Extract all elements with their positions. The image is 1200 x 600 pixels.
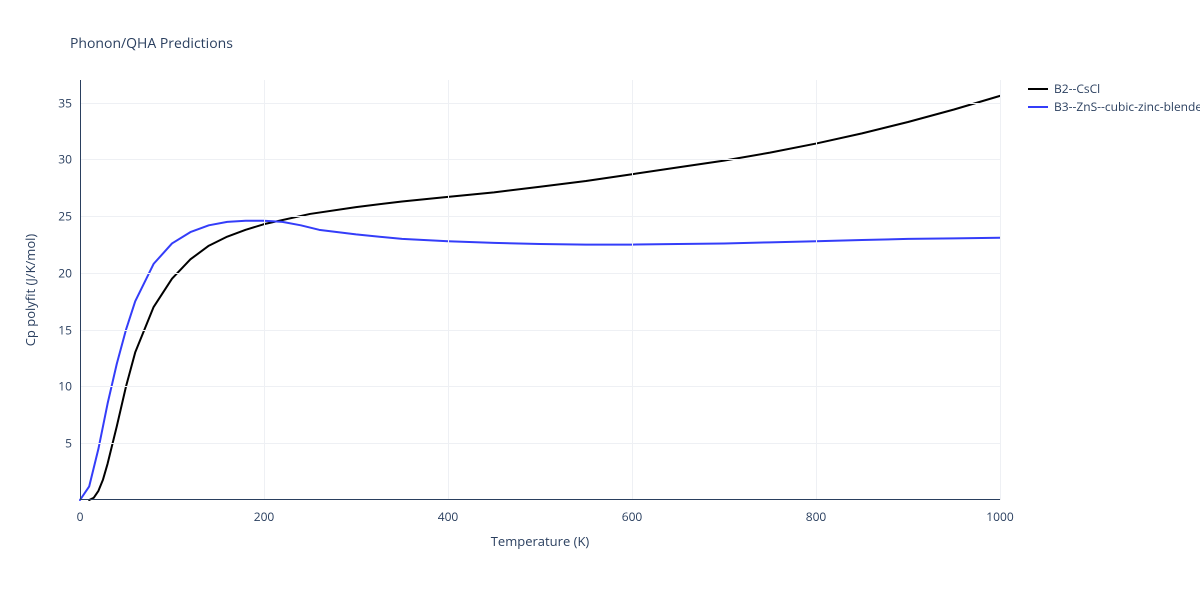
x-tick-label: 200: [254, 508, 275, 525]
chart-container: Phonon/QHA Predictions Temperature (K) C…: [0, 0, 1200, 600]
legend-label: B3--ZnS--cubic-zinc-blende: [1054, 98, 1200, 116]
legend-item[interactable]: B2--CsCl: [1028, 80, 1200, 98]
legend-swatch: [1028, 88, 1048, 90]
y-axis-line: [80, 80, 81, 500]
grid-line-h: [80, 159, 1000, 160]
grid-line-h: [80, 443, 1000, 444]
series-line[interactable]: [89, 96, 1000, 500]
legend-swatch: [1028, 106, 1048, 108]
grid-line-h: [80, 216, 1000, 217]
x-axis-title: Temperature (K): [491, 532, 590, 550]
grid-line-h: [80, 103, 1000, 104]
y-tick-label: 20: [52, 264, 72, 281]
y-tick-label: 5: [52, 435, 72, 452]
series-svg: [80, 80, 1000, 500]
x-tick-label: 800: [806, 508, 827, 525]
series-line[interactable]: [80, 221, 1000, 500]
y-axis-title: Cp polyfit (J/K/mol): [21, 234, 39, 347]
x-tick-label: 1000: [986, 508, 1013, 525]
grid-line-v: [632, 80, 633, 500]
y-tick-label: 25: [52, 208, 72, 225]
grid-line-h: [80, 386, 1000, 387]
grid-line-h: [80, 330, 1000, 331]
y-tick-label: 30: [52, 151, 72, 168]
x-tick-label: 600: [622, 508, 643, 525]
x-tick-label: 400: [438, 508, 459, 525]
grid-line-v: [264, 80, 265, 500]
grid-line-v: [1000, 80, 1001, 500]
plot-area[interactable]: [80, 80, 1000, 500]
legend-item[interactable]: B3--ZnS--cubic-zinc-blende: [1028, 98, 1200, 116]
legend: B2--CsClB3--ZnS--cubic-zinc-blende: [1028, 80, 1200, 116]
x-axis-line: [80, 499, 1000, 500]
y-tick-label: 15: [52, 321, 72, 338]
grid-line-h: [80, 273, 1000, 274]
chart-title: Phonon/QHA Predictions: [70, 34, 233, 53]
grid-line-v: [816, 80, 817, 500]
legend-label: B2--CsCl: [1054, 80, 1100, 98]
y-tick-label: 10: [52, 378, 72, 395]
grid-line-v: [448, 80, 449, 500]
x-tick-label: 0: [77, 508, 84, 525]
y-tick-label: 35: [52, 94, 72, 111]
